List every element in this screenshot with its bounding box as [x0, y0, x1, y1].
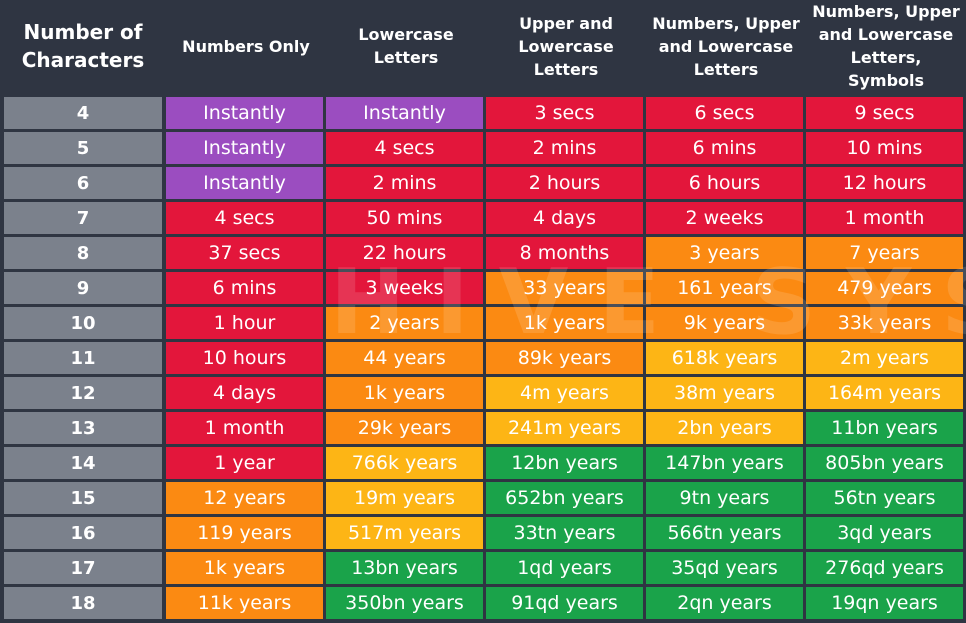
column-header: Upper and Lowercase Letters	[518, 13, 614, 79]
time-cell: 1k years	[166, 552, 323, 584]
time-cell: Instantly	[326, 97, 483, 129]
time-cell: 12bn years	[486, 447, 643, 479]
time-cell: 33tn years	[486, 517, 643, 549]
time-cell: 91qd years	[486, 587, 643, 619]
time-cell: 119 years	[166, 517, 323, 549]
time-cell: 2bn years	[646, 412, 803, 444]
time-cell: 89k years	[486, 342, 643, 374]
time-cell: 1k years	[326, 377, 483, 409]
column-header: Lowercase Letters	[358, 25, 454, 67]
row-label: 6	[4, 167, 162, 199]
time-cell: 4 secs	[166, 202, 323, 234]
time-cell: 50 mins	[326, 202, 483, 234]
time-cell: 4 days	[166, 377, 323, 409]
row-label: 8	[4, 237, 162, 269]
time-cell: 9 secs	[806, 97, 963, 129]
row-label: 15	[4, 482, 162, 514]
time-cell: 9k years	[646, 307, 803, 339]
time-cell: 2 mins	[326, 167, 483, 199]
time-cell: Instantly	[166, 132, 323, 164]
row-label: 7	[4, 202, 162, 234]
column-header: Numbers, Upper and Lowercase Letters, Sy…	[812, 2, 960, 90]
time-cell: 2 years	[326, 307, 483, 339]
column-header: Numbers, Upper and Lowercase Letters	[652, 13, 800, 79]
time-cell: 766k years	[326, 447, 483, 479]
time-cell: 6 mins	[166, 272, 323, 304]
time-cell: Instantly	[166, 97, 323, 129]
time-cell: 2 weeks	[646, 202, 803, 234]
time-cell: 2 hours	[486, 167, 643, 199]
time-cell: 3 weeks	[326, 272, 483, 304]
time-cell: 2qn years	[646, 587, 803, 619]
time-cell: 1qd years	[486, 552, 643, 584]
time-cell: 2m years	[806, 342, 963, 374]
time-cell: 12 hours	[806, 167, 963, 199]
time-cell: 479 years	[806, 272, 963, 304]
row-label: 9	[4, 272, 162, 304]
time-cell: 11bn years	[806, 412, 963, 444]
time-cell: 1k years	[486, 307, 643, 339]
time-cell: 10 mins	[806, 132, 963, 164]
time-cell: 4 days	[486, 202, 643, 234]
row-label: 12	[4, 377, 162, 409]
time-cell: 3 years	[646, 237, 803, 269]
time-cell: 350bn years	[326, 587, 483, 619]
time-cell: 147bn years	[646, 447, 803, 479]
row-label: 10	[4, 307, 162, 339]
row-label: 13	[4, 412, 162, 444]
time-cell: 22 hours	[326, 237, 483, 269]
time-cell: 29k years	[326, 412, 483, 444]
time-cell: 276qd years	[806, 552, 963, 584]
time-cell: 7 years	[806, 237, 963, 269]
time-cell: 164m years	[806, 377, 963, 409]
time-cell: 6 mins	[646, 132, 803, 164]
time-cell: 19m years	[326, 482, 483, 514]
time-cell: Instantly	[166, 167, 323, 199]
time-cell: 37 secs	[166, 237, 323, 269]
time-cell: 3qd years	[806, 517, 963, 549]
time-cell: 13bn years	[326, 552, 483, 584]
row-label: 4	[4, 97, 162, 129]
time-cell: 4m years	[486, 377, 643, 409]
row-label: 5	[4, 132, 162, 164]
time-cell: 10 hours	[166, 342, 323, 374]
time-cell: 3 secs	[486, 97, 643, 129]
time-cell: 9tn years	[646, 482, 803, 514]
time-cell: 517m years	[326, 517, 483, 549]
time-cell: 1 month	[166, 412, 323, 444]
time-cell: 241m years	[486, 412, 643, 444]
time-cell: 33 years	[486, 272, 643, 304]
time-cell: 2 mins	[486, 132, 643, 164]
time-cell: 12 years	[166, 482, 323, 514]
time-cell: 19qn years	[806, 587, 963, 619]
time-cell: 566tn years	[646, 517, 803, 549]
time-cell: 38m years	[646, 377, 803, 409]
row-label: 18	[4, 587, 162, 619]
time-cell: 33k years	[806, 307, 963, 339]
time-cell: 4 secs	[326, 132, 483, 164]
row-label: 14	[4, 447, 162, 479]
time-cell: 1 month	[806, 202, 963, 234]
column-header: Numbers Only	[182, 36, 310, 56]
time-cell: 56tn years	[806, 482, 963, 514]
row-label: 16	[4, 517, 162, 549]
row-label: 17	[4, 552, 162, 584]
time-cell: 6 secs	[646, 97, 803, 129]
time-cell: 35qd years	[646, 552, 803, 584]
row-label: 11	[4, 342, 162, 374]
time-cell: 805bn years	[806, 447, 963, 479]
time-cell: 44 years	[326, 342, 483, 374]
time-cell: 8 months	[486, 237, 643, 269]
time-cell: 6 hours	[646, 167, 803, 199]
time-cell: 1 year	[166, 447, 323, 479]
time-cell: 652bn years	[486, 482, 643, 514]
column-header: Number of Characters	[21, 20, 145, 72]
time-cell: 1 hour	[166, 307, 323, 339]
time-cell: 161 years	[646, 272, 803, 304]
time-cell: 11k years	[166, 587, 323, 619]
time-cell: 618k years	[646, 342, 803, 374]
